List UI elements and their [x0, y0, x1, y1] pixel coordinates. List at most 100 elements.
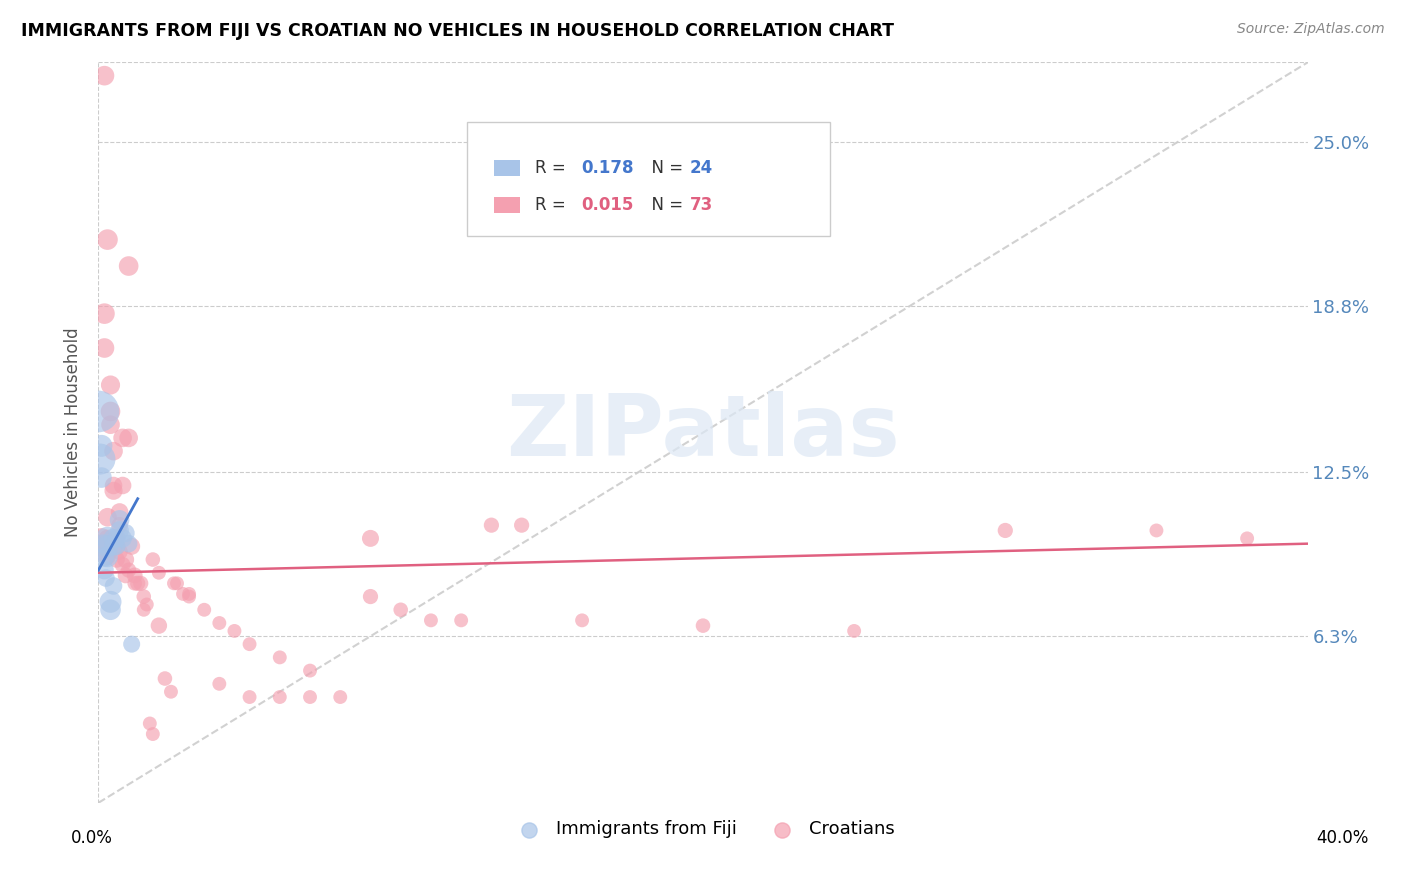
- Point: [96, 549, 118, 564]
- Point: [172, 587, 194, 601]
- Point: [108, 524, 131, 538]
- Point: [148, 566, 170, 580]
- Text: IMMIGRANTS FROM FIJI VS CROATIAN NO VEHICLES IN HOUSEHOLD CORRELATION CHART: IMMIGRANTS FROM FIJI VS CROATIAN NO VEHI…: [21, 22, 894, 40]
- Point: [108, 518, 131, 533]
- Point: [103, 483, 125, 498]
- Point: [100, 595, 122, 609]
- Point: [139, 716, 162, 731]
- Point: [118, 259, 141, 273]
- Point: [224, 624, 246, 638]
- Point: [450, 613, 472, 627]
- Point: [87, 404, 110, 418]
- Text: R =: R =: [534, 196, 571, 214]
- Point: [844, 624, 866, 638]
- FancyBboxPatch shape: [494, 197, 520, 213]
- Point: [208, 677, 231, 691]
- Point: [114, 526, 136, 541]
- Point: [1144, 524, 1167, 538]
- Text: 0.0%: 0.0%: [70, 829, 112, 847]
- Point: [269, 650, 291, 665]
- Point: [121, 539, 143, 553]
- Point: [103, 539, 125, 553]
- Point: [108, 513, 131, 527]
- Point: [329, 690, 352, 704]
- Point: [96, 532, 118, 546]
- Point: [148, 618, 170, 632]
- Point: [114, 568, 136, 582]
- Point: [105, 552, 128, 566]
- Point: [90, 532, 112, 546]
- Point: [166, 576, 188, 591]
- Text: 0.178: 0.178: [581, 160, 633, 178]
- Point: [135, 598, 157, 612]
- Point: [96, 539, 118, 553]
- Point: [269, 690, 291, 704]
- Point: [239, 690, 262, 704]
- Point: [105, 532, 128, 546]
- Point: [89, 452, 111, 467]
- Point: [692, 618, 714, 632]
- Text: 0.015: 0.015: [581, 196, 633, 214]
- Point: [108, 544, 131, 558]
- Text: N =: N =: [641, 160, 689, 178]
- Point: [90, 470, 112, 484]
- Point: [121, 637, 143, 651]
- Point: [1236, 532, 1258, 546]
- Point: [105, 539, 128, 553]
- Point: [360, 532, 382, 546]
- Text: ZIPatlas: ZIPatlas: [506, 391, 900, 475]
- Point: [132, 590, 155, 604]
- Point: [571, 613, 593, 627]
- Point: [103, 532, 125, 546]
- Text: Source: ZipAtlas.com: Source: ZipAtlas.com: [1237, 22, 1385, 37]
- FancyBboxPatch shape: [467, 121, 830, 236]
- Y-axis label: No Vehicles in Household: No Vehicles in Household: [65, 327, 83, 538]
- Point: [96, 510, 118, 524]
- Point: [179, 590, 201, 604]
- Point: [94, 571, 117, 585]
- Point: [360, 590, 382, 604]
- Point: [111, 558, 134, 572]
- Point: [389, 603, 412, 617]
- Point: [90, 439, 112, 453]
- Point: [481, 518, 503, 533]
- Text: 24: 24: [690, 160, 713, 178]
- Point: [100, 417, 122, 432]
- Point: [93, 549, 115, 564]
- Point: [142, 727, 165, 741]
- Point: [153, 672, 176, 686]
- Point: [93, 69, 115, 83]
- Point: [118, 536, 141, 550]
- Point: [93, 563, 115, 577]
- Point: [118, 431, 141, 445]
- Text: R =: R =: [534, 160, 571, 178]
- Point: [91, 536, 114, 550]
- Point: [299, 690, 322, 704]
- Text: 73: 73: [690, 196, 713, 214]
- Point: [299, 664, 322, 678]
- Point: [103, 478, 125, 492]
- Point: [100, 404, 122, 418]
- Point: [103, 579, 125, 593]
- Point: [93, 341, 115, 355]
- Point: [108, 505, 131, 519]
- Legend: Immigrants from Fiji, Croatians: Immigrants from Fiji, Croatians: [503, 814, 903, 846]
- Text: 40.0%: 40.0%: [1316, 829, 1369, 847]
- Point: [111, 532, 134, 546]
- Point: [994, 524, 1017, 538]
- Text: N =: N =: [641, 196, 689, 214]
- Point: [129, 576, 152, 591]
- Point: [105, 532, 128, 546]
- Point: [510, 518, 533, 533]
- Point: [142, 552, 165, 566]
- Point: [239, 637, 262, 651]
- Point: [118, 563, 141, 577]
- Point: [114, 552, 136, 566]
- Point: [93, 307, 115, 321]
- Point: [124, 568, 146, 582]
- Point: [127, 576, 149, 591]
- Point: [100, 603, 122, 617]
- Point: [132, 603, 155, 617]
- Point: [96, 549, 118, 564]
- Point: [179, 587, 201, 601]
